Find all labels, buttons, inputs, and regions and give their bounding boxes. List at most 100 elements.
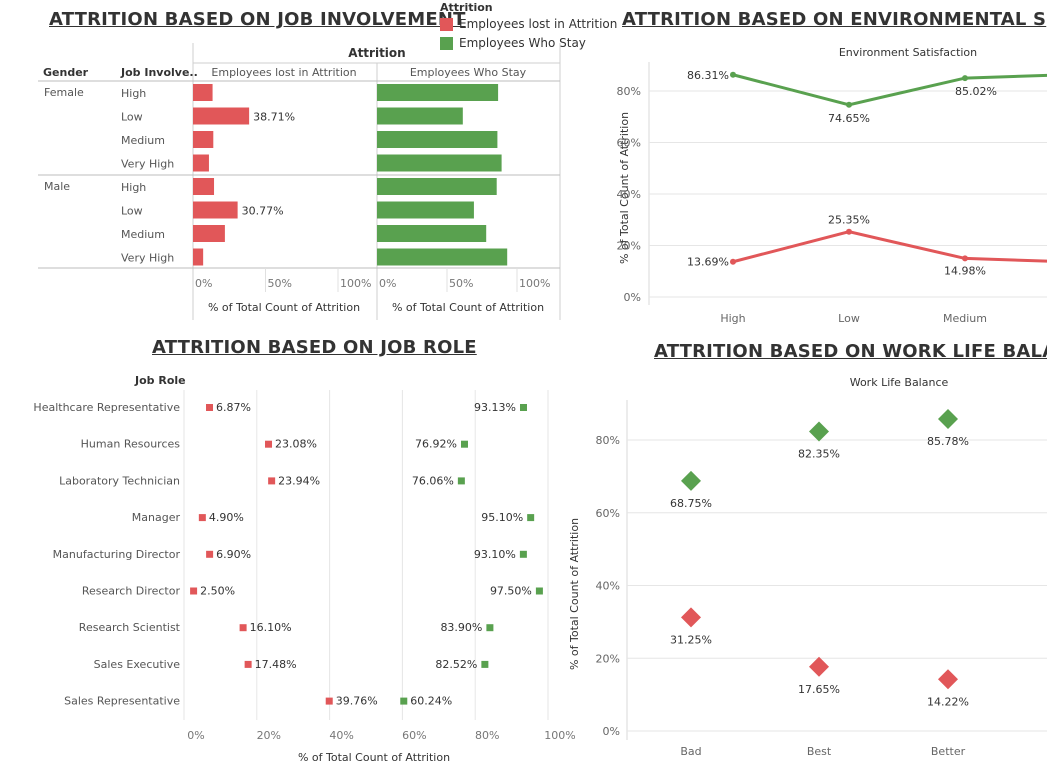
point-lost-2 <box>268 477 276 485</box>
y-tick-label: 40% <box>617 188 641 201</box>
row-header: Job Role <box>134 374 186 387</box>
point-stay-3 <box>527 514 535 522</box>
x-tick-label: 50% <box>449 277 473 290</box>
y-tick-label: 40% <box>596 580 620 593</box>
bar-employees-who-stay-3 <box>377 154 502 172</box>
point-employees-who-stay-2 <box>962 75 968 82</box>
y-tick-label: 80% <box>617 85 641 98</box>
data-label: 68.75% <box>670 497 712 510</box>
group-label-female: Female <box>44 86 84 99</box>
x-tick-label: 100% <box>519 277 550 290</box>
point-stay-0 <box>519 404 527 411</box>
bar-employees-lost-in-attrition-2 <box>193 131 214 148</box>
x-tick-label-low: Low <box>838 312 860 325</box>
y-tick-label: 60% <box>617 137 641 150</box>
y-axis-label: % of Total Count of Attrition <box>568 518 581 670</box>
environment-title: ATTRITION BASED ON ENVIRONMENTAL S <box>622 9 1047 30</box>
y-tick-label: 0% <box>624 291 641 304</box>
bar-employees-who-stay-4 <box>377 178 497 195</box>
job-role-title: ATTRITION BASED ON JOB ROLE <box>152 337 477 358</box>
x-tick-label: 100% <box>544 729 575 742</box>
legend-swatch-stay <box>440 36 453 50</box>
data-label: 2.50% <box>200 585 235 598</box>
bar-employees-who-stay-6 <box>377 225 487 242</box>
data-label: 85.02% <box>955 85 997 98</box>
point-employees-lost-in-attrition-0 <box>681 607 701 628</box>
data-label: 97.50% <box>490 585 532 598</box>
category-label-manager: Manager <box>132 511 181 524</box>
category-label-male-very-high: Very High <box>121 252 174 265</box>
point-employees-lost-in-attrition-0 <box>730 258 736 265</box>
bar-employees-who-stay-0 <box>377 84 499 101</box>
data-label: 82.52% <box>435 658 477 671</box>
data-label: 82.35% <box>798 447 840 460</box>
data-label: 13.69% <box>687 256 729 269</box>
category-label-healthcare-representative: Healthcare Representative <box>33 401 180 414</box>
data-label: 38.71% <box>253 111 295 124</box>
y-tick-label: 0% <box>603 725 620 738</box>
point-lost-5 <box>190 587 198 595</box>
row-header-gender: Gender <box>43 66 89 79</box>
job-role-chart: Job Role 0% 20% 40% 60% 80% 100% % of Total Cou… <box>33 374 575 762</box>
work-life-chart: Work Life Balance % of Total Count of Att… <box>568 376 1047 758</box>
category-label-female-low: Low <box>121 111 143 124</box>
data-label: 31.25% <box>670 633 712 646</box>
series-line-employees-lost-in-attrition <box>732 230 1047 264</box>
data-label: 17.65% <box>798 683 840 696</box>
header-title: Attrition <box>348 46 405 60</box>
point-employees-lost-in-attrition-2 <box>962 255 968 262</box>
y-tick-label: 80% <box>596 434 620 447</box>
y-tick-label: 20% <box>617 240 641 253</box>
point-stay-7 <box>481 660 489 668</box>
series-line-employees-who-stay <box>732 73 1047 107</box>
column-header-stay: Employees Who Stay <box>410 66 527 79</box>
data-label: 6.90% <box>216 548 251 561</box>
point-employees-who-stay-0 <box>681 470 701 491</box>
x-axis-label: % of Total Count of Attrition <box>392 301 544 314</box>
bar-employees-lost-in-attrition-5 <box>193 201 238 219</box>
data-label: 4.90% <box>209 511 244 524</box>
legend-item-lost[interactable]: Employees lost in Attrition <box>440 17 617 31</box>
x-tick-label: 20% <box>257 729 281 742</box>
category-label-sales-executive: Sales Executive <box>94 658 181 671</box>
data-label: 74.65% <box>828 112 870 125</box>
job-involvement-title: ATTRITION BASED ON JOB INVOLVEMENT <box>49 9 466 30</box>
legend[interactable]: Attrition Employees lost in Attrition Em… <box>440 1 617 50</box>
point-lost-6 <box>239 624 247 632</box>
data-label: 93.10% <box>474 548 516 561</box>
x-tick-label: 0% <box>195 277 212 290</box>
data-label: 30.77% <box>242 205 284 218</box>
data-label: 76.92% <box>415 438 457 451</box>
x-tick-label-high: High <box>720 312 745 325</box>
category-label-research-director: Research Director <box>82 585 181 598</box>
chart-subtitle: Work Life Balance <box>850 376 949 389</box>
point-stay-2 <box>457 477 465 485</box>
point-stay-6 <box>486 624 494 632</box>
data-label: 25.35% <box>828 214 870 227</box>
bar-employees-lost-in-attrition-6 <box>193 225 225 242</box>
point-lost-7 <box>244 660 252 668</box>
legend-swatch-lost <box>440 17 453 31</box>
category-label-research-scientist: Research Scientist <box>79 621 181 634</box>
point-lost-0 <box>206 404 214 411</box>
point-lost-3 <box>198 514 206 522</box>
row-header-job-involvement: Job Involve.. <box>120 66 198 79</box>
data-label: 6.87% <box>216 401 251 414</box>
point-lost-8 <box>325 697 333 705</box>
legend-item-stay[interactable]: Employees Who Stay <box>440 36 617 50</box>
data-label: 17.48% <box>255 658 297 671</box>
point-lost-4 <box>206 550 214 558</box>
legend-label-lost: Employees lost in Attrition <box>459 17 618 31</box>
point-employees-who-stay-1 <box>846 101 852 108</box>
point-employees-lost-in-attrition-2 <box>938 669 958 690</box>
data-label: 93.13% <box>474 401 516 414</box>
x-tick-label: 80% <box>475 729 499 742</box>
x-tick-label: 50% <box>268 277 292 290</box>
point-stay-1 <box>460 440 468 448</box>
bar-employees-lost-in-attrition-0 <box>193 84 213 101</box>
point-stay-4 <box>519 550 527 558</box>
category-label-female-very-high: Very High <box>121 158 174 171</box>
category-label-male-low: Low <box>121 205 143 218</box>
y-tick-label: 20% <box>596 652 620 665</box>
x-tick-label: 100% <box>340 277 371 290</box>
